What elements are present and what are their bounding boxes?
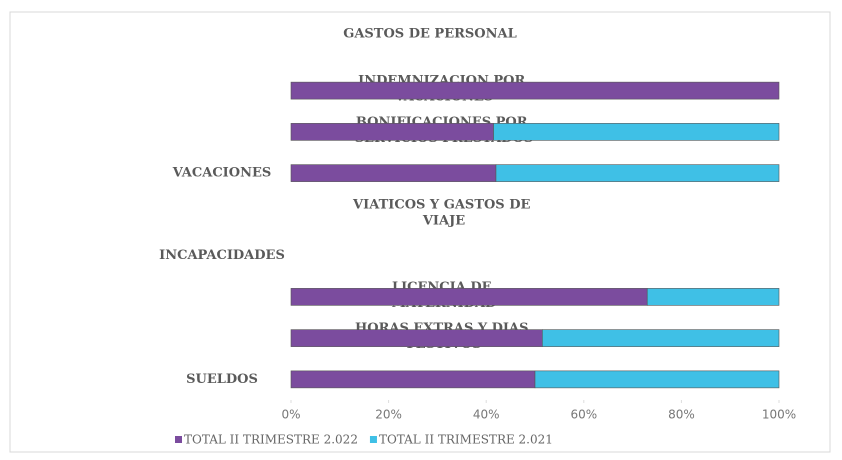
y-tick-label: INCAPACIDADES — [159, 248, 285, 263]
bar — [290, 329, 543, 347]
bar — [493, 123, 780, 141]
legend-label: TOTAL II TRIMESTRE 2.022 — [184, 433, 358, 447]
x-tick-label: 40% — [473, 408, 500, 422]
legend-label: TOTAL II TRIMESTRE 2.021 — [379, 433, 553, 447]
bar — [290, 164, 497, 182]
legend-swatch — [175, 436, 182, 443]
bar — [534, 370, 780, 389]
chart-title: GASTOS DE PERSONAL — [343, 27, 517, 42]
bar — [495, 164, 780, 182]
x-tick-label: 80% — [668, 408, 695, 422]
bar — [646, 288, 780, 306]
y-tick-label: SUELDOS — [186, 372, 258, 387]
x-tick-label: 0% — [281, 408, 300, 422]
y-tick-label: VIATICOS Y GASTOS DE VIAJE — [352, 197, 535, 228]
legend-swatch — [369, 436, 377, 443]
bar — [290, 370, 536, 389]
x-tick-label: 20% — [375, 408, 402, 422]
bar — [290, 123, 494, 141]
bar — [290, 288, 648, 306]
x-tick-label: 100% — [762, 408, 796, 422]
x-tick-label: 60% — [570, 408, 597, 422]
y-tick-label: VACACIONES — [172, 166, 272, 181]
bar — [542, 329, 780, 347]
bar — [290, 81, 780, 100]
